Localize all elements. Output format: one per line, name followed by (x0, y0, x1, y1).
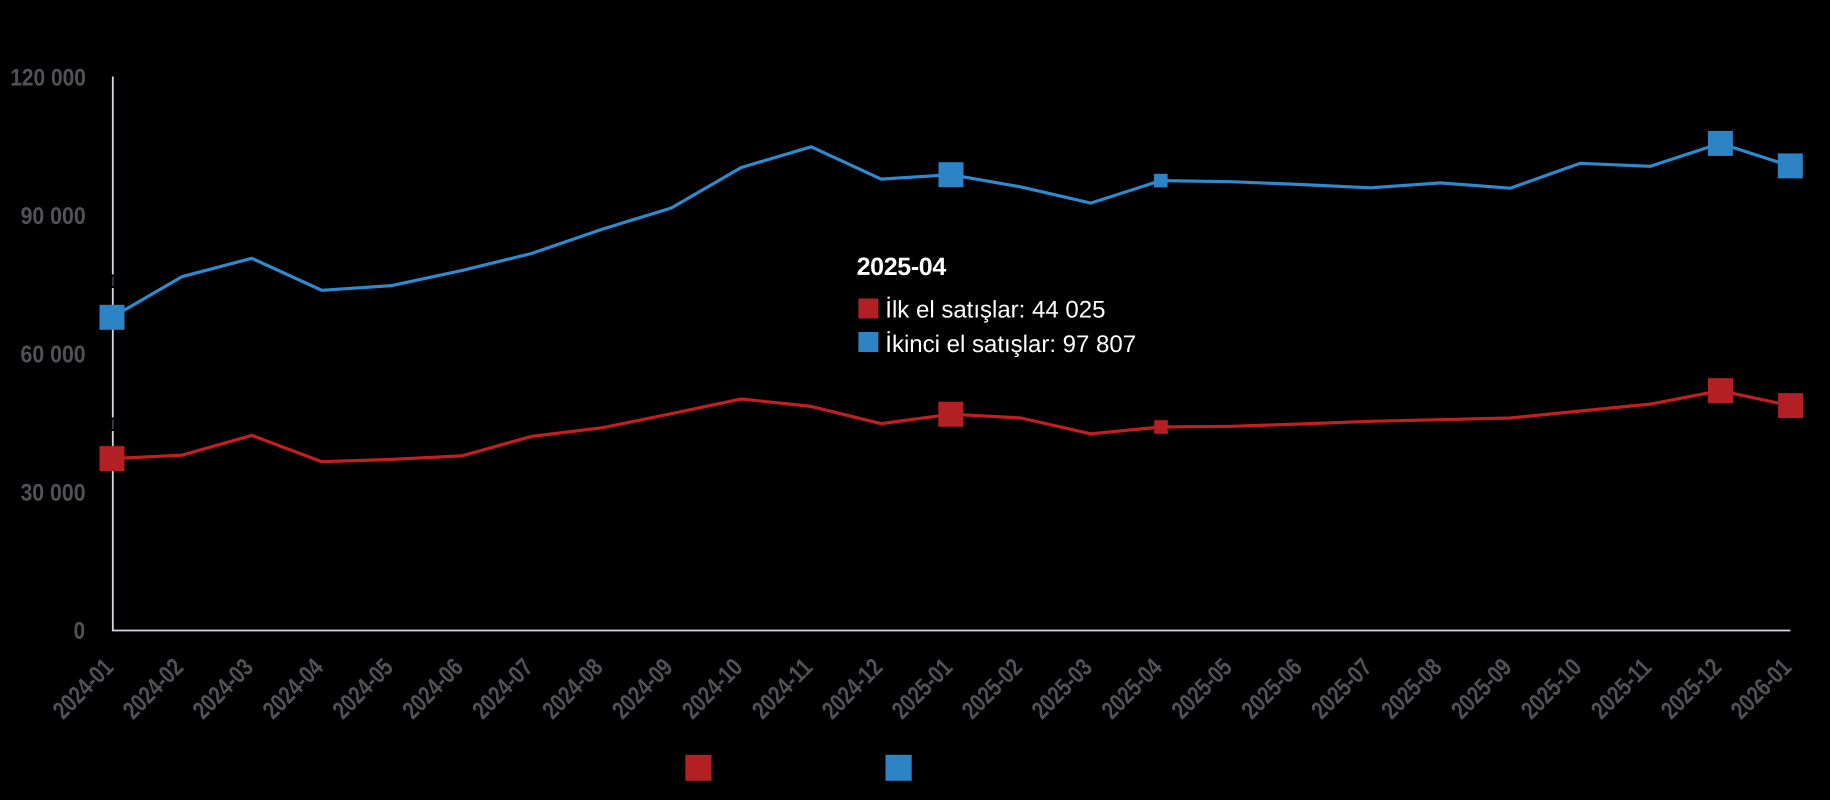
svg-text:2025-04: 2025-04 (857, 253, 947, 281)
svg-text:30 000: 30 000 (20, 480, 85, 507)
svg-text:60 000: 60 000 (21, 341, 86, 368)
svg-text:İkinci el satışlar: 97 807: İkinci el satışlar: 97 807 (885, 331, 1136, 358)
svg-text:İlk el satışlar: 44 025: İlk el satışlar: 44 025 (885, 296, 1105, 323)
svg-text:90 000: 90 000 (21, 203, 86, 230)
svg-text:0: 0 (74, 618, 85, 645)
svg-text:120 000: 120 000 (10, 64, 86, 91)
